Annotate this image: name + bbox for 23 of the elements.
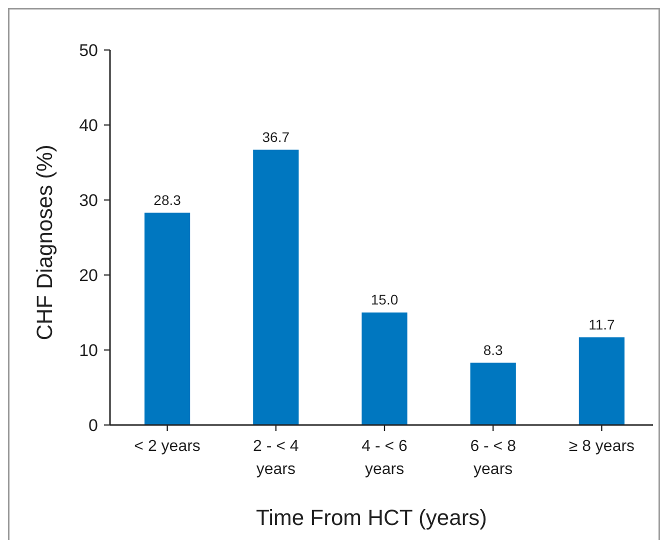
y-tick-label: 10 — [79, 340, 98, 360]
y-tick-label: 0 — [88, 416, 98, 435]
y-tick-label: 30 — [79, 190, 98, 210]
bar — [362, 312, 408, 425]
data-label: 36.7 — [262, 128, 290, 145]
y-tick-label: 50 — [79, 40, 98, 60]
x-tick-label: 6 - < 8 years — [470, 438, 516, 478]
data-label: 28.3 — [154, 192, 182, 208]
bar — [470, 362, 516, 425]
y-tick-label: 20 — [79, 266, 98, 285]
bar — [253, 150, 299, 425]
bar — [144, 212, 190, 425]
y-tick-label: 40 — [79, 116, 98, 135]
data-label: 8.3 — [483, 342, 504, 358]
data-label: 15.0 — [370, 292, 398, 308]
x-tick-label: 4 - < 6 years — [362, 438, 408, 478]
bar — [578, 337, 625, 425]
x-tick-label: ≥ 8 years — [568, 438, 635, 455]
y-axis-title: CHF Diagnoses (%) — [32, 144, 57, 340]
x-axis-title: Time From HCT (years) — [256, 505, 487, 530]
x-tick-label: 2 - < 4 years — [252, 438, 299, 478]
data-label: 11.7 — [588, 316, 616, 332]
x-tick-label: < 2 years — [134, 438, 200, 455]
